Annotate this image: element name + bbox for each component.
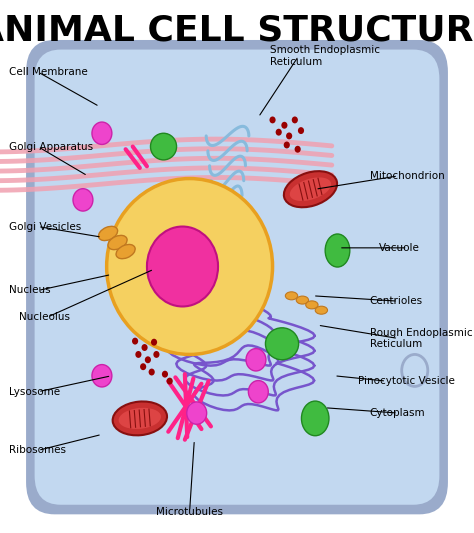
Ellipse shape xyxy=(286,133,292,140)
Ellipse shape xyxy=(301,401,329,436)
Text: Cytoplasm: Cytoplasm xyxy=(370,408,425,418)
Text: Smooth Endoplasmic
Reticulum: Smooth Endoplasmic Reticulum xyxy=(270,45,380,67)
Text: Microtubules: Microtubules xyxy=(156,507,223,516)
Ellipse shape xyxy=(294,146,301,152)
Text: Golgi Apparatus: Golgi Apparatus xyxy=(9,142,93,151)
Ellipse shape xyxy=(290,177,331,201)
Ellipse shape xyxy=(281,122,287,128)
Ellipse shape xyxy=(107,179,273,354)
Ellipse shape xyxy=(162,371,168,377)
Ellipse shape xyxy=(325,234,350,267)
Ellipse shape xyxy=(116,245,135,259)
FancyBboxPatch shape xyxy=(26,40,448,514)
Ellipse shape xyxy=(154,351,159,358)
Text: ANIMAL CELL STRUCTURE: ANIMAL CELL STRUCTURE xyxy=(0,13,474,47)
Ellipse shape xyxy=(118,408,161,429)
Ellipse shape xyxy=(298,127,304,134)
Text: Cell Membrane: Cell Membrane xyxy=(9,67,88,77)
Text: Lysosome: Lysosome xyxy=(9,387,61,397)
FancyBboxPatch shape xyxy=(35,50,439,505)
Ellipse shape xyxy=(269,117,275,124)
Ellipse shape xyxy=(284,171,337,207)
Ellipse shape xyxy=(99,227,118,240)
Ellipse shape xyxy=(140,364,146,370)
Ellipse shape xyxy=(296,296,309,304)
Ellipse shape xyxy=(136,351,141,358)
Ellipse shape xyxy=(292,117,298,124)
Ellipse shape xyxy=(149,369,155,375)
Ellipse shape xyxy=(147,227,218,306)
Ellipse shape xyxy=(151,339,157,345)
Ellipse shape xyxy=(187,402,207,424)
Text: Centrioles: Centrioles xyxy=(370,296,423,306)
Ellipse shape xyxy=(92,365,112,387)
Ellipse shape xyxy=(285,292,298,300)
Ellipse shape xyxy=(151,133,176,160)
Ellipse shape xyxy=(92,122,112,144)
Ellipse shape xyxy=(132,338,138,344)
Ellipse shape xyxy=(166,377,173,385)
Ellipse shape xyxy=(315,306,328,314)
Ellipse shape xyxy=(108,236,127,249)
Text: Nucleolus: Nucleolus xyxy=(19,312,70,322)
Ellipse shape xyxy=(283,142,290,148)
Ellipse shape xyxy=(145,357,151,364)
Ellipse shape xyxy=(275,129,282,136)
Text: Pinocytotic Vesicle: Pinocytotic Vesicle xyxy=(358,376,455,386)
Text: Mitochondrion: Mitochondrion xyxy=(370,171,445,181)
Ellipse shape xyxy=(401,354,428,386)
Text: Nucleus: Nucleus xyxy=(9,286,51,295)
Ellipse shape xyxy=(141,344,147,351)
Ellipse shape xyxy=(113,401,167,435)
Ellipse shape xyxy=(246,349,266,371)
Ellipse shape xyxy=(248,381,268,403)
Text: Rough Endoplasmic
Reticulum: Rough Endoplasmic Reticulum xyxy=(370,328,473,349)
Ellipse shape xyxy=(306,301,318,309)
Ellipse shape xyxy=(73,189,93,211)
Ellipse shape xyxy=(265,328,299,360)
Text: Golgi Vesicles: Golgi Vesicles xyxy=(9,222,82,231)
Text: Ribosomes: Ribosomes xyxy=(9,446,66,455)
Text: Vacuole: Vacuole xyxy=(379,243,420,253)
